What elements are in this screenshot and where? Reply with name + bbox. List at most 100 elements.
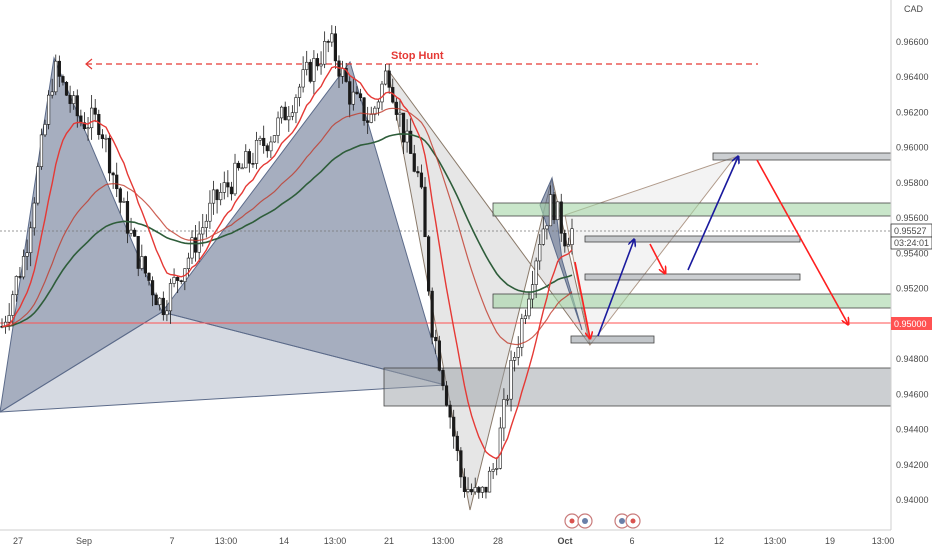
- candle-body: [125, 201, 130, 234]
- candle-body: [72, 95, 76, 104]
- candle-body: [516, 347, 520, 358]
- candle-body: [61, 76, 65, 83]
- candle-body: [233, 162, 237, 195]
- candle-body: [215, 189, 219, 201]
- candle-body: [323, 41, 327, 65]
- candle-body: [566, 244, 571, 247]
- arrow-blue-2: [687, 157, 738, 271]
- ema-slow-line: [1, 133, 573, 328]
- arrow-red-3: [756, 159, 848, 324]
- candle-body: [348, 81, 352, 105]
- candle-body: [201, 227, 205, 235]
- y-tick-label: 0.94600: [896, 389, 929, 399]
- candle-body: [82, 122, 87, 129]
- candle-body: [247, 151, 251, 164]
- candle-body: [427, 236, 431, 292]
- candle-body: [315, 58, 320, 67]
- candle-body: [11, 294, 15, 316]
- candle-body: [115, 174, 119, 190]
- candle-body: [133, 229, 137, 237]
- candle-body: [459, 450, 463, 478]
- candle-body: [276, 117, 280, 136]
- candle-body: [104, 137, 108, 140]
- candle-body: [401, 112, 406, 143]
- candle-body: [140, 256, 144, 269]
- candle-body: [570, 228, 574, 245]
- candle-body: [161, 297, 165, 316]
- candle-body: [244, 151, 248, 169]
- candle-body: [222, 182, 226, 193]
- candle-body: [559, 201, 563, 234]
- level-price-badge: [891, 317, 932, 330]
- candle-body: [495, 468, 499, 470]
- candle-body: [548, 194, 553, 227]
- time-axis[interactable]: 27 Sep 7 13:00 14 13:00 21 13:00 28 Oct 6 12 13:00 19…: [0, 529, 895, 546]
- candle-body: [376, 101, 381, 109]
- candle-body: [107, 137, 112, 174]
- event-icons[interactable]: [564, 513, 641, 529]
- candle-body: [333, 33, 337, 62]
- candle-body: [552, 194, 556, 221]
- x-tick-label: 13:00: [432, 536, 455, 546]
- candle-body: [380, 83, 384, 103]
- x-tick-label: 13:00: [872, 536, 895, 546]
- candle-body: [283, 106, 287, 121]
- candle-body: [64, 81, 69, 96]
- candle-body: [434, 336, 438, 342]
- candle-body: [47, 94, 51, 125]
- candle-body: [25, 252, 29, 257]
- candle-body: [480, 486, 484, 493]
- stop-hunt-arrowhead: [85, 58, 93, 70]
- candle-body: [398, 112, 402, 115]
- candle-body: [150, 280, 155, 296]
- candle-body: [470, 489, 474, 493]
- candle-body: [409, 130, 413, 154]
- candle-body: [498, 427, 502, 469]
- x-tick-label: 21: [384, 536, 394, 546]
- candle-body: [491, 468, 495, 472]
- y-tick-label: 0.95600: [896, 213, 929, 223]
- x-tick-label: Sep: [76, 536, 92, 546]
- x-tick-label: 27: [13, 536, 23, 546]
- candle-body: [487, 470, 492, 493]
- candle-body: [43, 124, 47, 136]
- candle-body: [136, 236, 140, 269]
- zone-green-2: [492, 293, 892, 309]
- candle-body: [358, 93, 363, 99]
- candle-body: [437, 340, 441, 371]
- candle-body: [32, 202, 36, 229]
- candle-body: [305, 61, 309, 70]
- candle-body: [473, 487, 477, 493]
- candle-body: [204, 220, 208, 228]
- candle-body: [383, 70, 388, 85]
- candle-body: [179, 280, 183, 282]
- candle-body: [455, 435, 459, 451]
- candle-body: [330, 33, 334, 43]
- candle-body: [462, 476, 467, 492]
- candle-body: [118, 188, 122, 203]
- candle-body: [545, 225, 549, 230]
- candle-body: [251, 163, 255, 165]
- y-tick-label: 0.96200: [896, 107, 929, 117]
- zone-gray-top: [712, 152, 892, 161]
- candle-body: [254, 139, 259, 164]
- countdown-value: 03:24:01: [894, 238, 929, 248]
- candle-body: [168, 283, 173, 312]
- candle-body: [21, 256, 26, 278]
- candle-body: [513, 357, 517, 361]
- y-tick-label: 0.96400: [896, 72, 929, 82]
- candle-body: [369, 114, 373, 123]
- candle-body: [520, 318, 524, 348]
- x-tick-label: 12: [714, 536, 724, 546]
- candle-body: [556, 201, 560, 221]
- current-price-value: 0.95527: [894, 226, 927, 236]
- candle-body: [340, 68, 345, 77]
- candle-body: [326, 41, 330, 43]
- candle-body: [294, 97, 298, 114]
- candle-body: [272, 135, 277, 143]
- candle-body: [129, 229, 133, 234]
- candle-body: [405, 130, 409, 143]
- price-axis[interactable]: CAD 0.96600 0.96400 0.96200 0.96000 0.95800 0…: [890, 0, 932, 550]
- candle-body: [477, 487, 481, 493]
